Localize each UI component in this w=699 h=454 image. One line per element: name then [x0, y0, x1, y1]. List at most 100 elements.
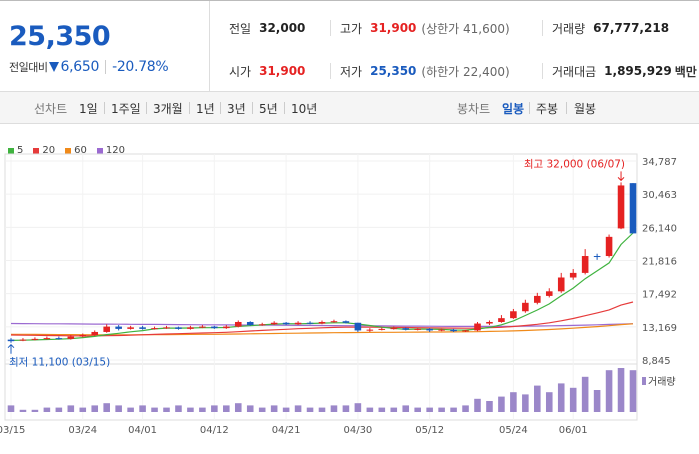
volume-bar	[31, 409, 39, 412]
candle-body	[522, 302, 529, 312]
period-3m[interactable]: 3개월	[153, 102, 183, 116]
ma-legend: 5 20 60 120	[8, 145, 135, 156]
divider	[284, 102, 285, 114]
ma120-line	[10, 322, 634, 327]
y-tick-label: 26,140	[642, 223, 677, 234]
legend-swatch	[33, 147, 40, 154]
legend-swatch	[8, 147, 14, 154]
candle-daily[interactable]: 일봉	[502, 102, 525, 116]
volume-bar	[139, 405, 146, 412]
volume-bar	[342, 405, 350, 412]
candle-body	[175, 327, 182, 329]
divider	[330, 20, 331, 36]
candle-body	[258, 324, 266, 326]
candle-body	[593, 256, 601, 258]
high-label: 고가	[340, 21, 363, 36]
candle-body	[390, 328, 398, 330]
period-3y[interactable]: 3년	[227, 102, 246, 116]
candle-body	[151, 328, 158, 330]
period-1y[interactable]: 1년	[196, 102, 215, 116]
volume-label: 거래량	[648, 376, 676, 388]
volume-legend-swatch	[642, 377, 646, 385]
candle-body	[67, 336, 75, 339]
volume-bar	[414, 407, 421, 412]
volume-bar	[318, 407, 326, 412]
volume-bar	[545, 392, 553, 412]
volume-bar	[402, 405, 410, 412]
volume-bar	[534, 385, 541, 412]
x-tick-label: 03/15	[0, 425, 25, 436]
volume-cell: 거래량 67,777,218	[552, 18, 669, 38]
candle-body	[187, 327, 194, 329]
volume-bar	[522, 394, 529, 412]
volume-bar	[462, 405, 469, 412]
candle-body	[211, 326, 218, 329]
candle-body	[498, 318, 505, 322]
volume-bar	[127, 407, 134, 412]
volume-bar	[211, 405, 218, 412]
legend-label: 60	[74, 145, 87, 156]
period-10y[interactable]: 10년	[291, 102, 318, 116]
legend-ma120: 120	[96, 145, 125, 156]
candle-body	[55, 338, 63, 340]
y-tick-label: 17,492	[642, 290, 677, 301]
volume-bar	[426, 407, 433, 412]
volume-bar	[43, 407, 51, 412]
volume-bar	[629, 370, 637, 412]
candle-body	[545, 291, 553, 296]
change-value: 6,650	[60, 59, 100, 75]
candle-chart-label: 봉차트	[457, 102, 491, 116]
candle-body	[510, 311, 517, 319]
candle-body	[282, 322, 290, 325]
period-1d[interactable]: 1일	[79, 102, 98, 116]
line-chart-label: 선차트	[34, 102, 68, 116]
volume-bar	[163, 407, 170, 412]
prev-close-cell: 전일 32,000	[229, 18, 305, 38]
y-tick-label: 8,845	[642, 356, 671, 367]
max-price-label: 최고 32,000 (06/07)	[524, 158, 625, 170]
divider	[220, 102, 221, 114]
candle-monthly[interactable]: 월봉	[574, 102, 597, 116]
period-5y[interactable]: 5년	[259, 102, 278, 116]
divider	[104, 102, 105, 114]
quote-summary: 25,350 전일대비 6,650 -20.78% 전일 32,000 고가 3…	[0, 0, 699, 92]
candle-body	[366, 329, 374, 331]
price-box: 25,350 전일대비 6,650 -20.78%	[0, 1, 210, 92]
candle-body	[378, 328, 386, 330]
candle-weekly[interactable]: 주봉	[536, 102, 559, 116]
candle-body	[234, 321, 242, 327]
candle-body	[103, 326, 110, 332]
volume-bar	[450, 407, 457, 412]
divider	[330, 63, 331, 79]
candle-body	[79, 335, 87, 337]
legend-label: 20	[42, 145, 56, 156]
candle-body	[91, 331, 99, 336]
candle-body	[330, 321, 338, 323]
y-tick-label: 21,816	[642, 257, 677, 268]
divider	[189, 102, 190, 114]
min-arrow-icon	[7, 343, 15, 349]
period-1w[interactable]: 1주일	[111, 102, 141, 116]
open-label: 시가	[229, 64, 252, 79]
divider	[529, 102, 530, 114]
current-price: 25,350	[9, 21, 111, 52]
chart-frame	[4, 153, 638, 421]
max-arrow-icon	[617, 177, 625, 182]
x-tick-label: 03/24	[68, 425, 97, 436]
volume-bar	[294, 405, 302, 412]
y-tick-label: 30,463	[642, 190, 677, 201]
volume-bar	[498, 396, 505, 412]
candle-body	[199, 326, 206, 328]
candle-body	[163, 327, 170, 329]
volume-bar	[282, 407, 290, 412]
candle-body	[31, 338, 39, 340]
volume-bar	[330, 405, 338, 412]
volume-label: 거래량	[552, 21, 586, 36]
candlestick-chart: 5 20 60 120 34,787 30,463 26,140 21,816 17,4…	[0, 124, 699, 454]
candle-body	[534, 295, 541, 303]
chart-canvas[interactable]: 34,787 30,463 26,140 21,816 17,492 13,169 8,84…	[0, 124, 699, 454]
legend-ma60: 60	[65, 145, 87, 156]
min-price-label: 최저 11,100 (03/15)	[9, 357, 110, 369]
volume-bar	[151, 407, 158, 412]
change-label: 전일대비	[9, 61, 48, 74]
